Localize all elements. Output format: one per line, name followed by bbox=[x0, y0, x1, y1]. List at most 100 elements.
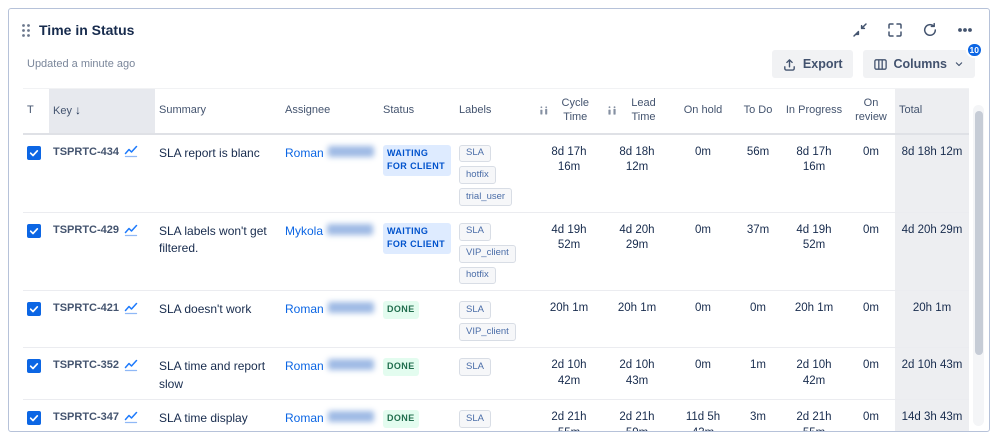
column-header-assignee[interactable]: Assignee bbox=[281, 88, 379, 135]
cell-lead-time: 2d 10h 43m bbox=[603, 347, 671, 401]
column-header-lead-time[interactable]: Lead Time bbox=[603, 88, 671, 135]
assignee-link[interactable]: Roman bbox=[285, 145, 324, 160]
cell-status: WAITING FOR CLIENT bbox=[379, 212, 455, 292]
labels-stack: SLA VIP_client bbox=[459, 301, 531, 341]
columns-count-badge: 10 bbox=[965, 42, 983, 58]
widget-title: Time in Status bbox=[39, 22, 135, 38]
cell-assignee: Roman bbox=[281, 399, 379, 431]
cell-on-hold: 0m bbox=[671, 347, 735, 401]
cell-status: DONE bbox=[379, 399, 455, 431]
columns-button[interactable]: Columns bbox=[862, 50, 975, 78]
label-chip[interactable]: SLA bbox=[459, 410, 491, 428]
cell-assignee: Roman bbox=[281, 290, 379, 348]
more-options-icon[interactable] bbox=[955, 20, 975, 40]
cell-assignee: Roman bbox=[281, 133, 379, 213]
issue-summary[interactable]: SLA time display issue bbox=[159, 411, 248, 431]
row-checkbox[interactable] bbox=[27, 302, 41, 317]
drag-handle-icon[interactable] bbox=[21, 23, 31, 38]
assignee-redacted bbox=[327, 223, 374, 235]
issue-key-link[interactable]: TSPRTC-352 bbox=[53, 359, 120, 371]
column-header-cycle-time[interactable]: Cycle Time bbox=[535, 88, 603, 135]
assignee-link[interactable]: Roman bbox=[285, 411, 324, 426]
column-header-summary[interactable]: Summary bbox=[155, 88, 281, 135]
label-chip[interactable]: hotfix bbox=[459, 166, 496, 185]
issue-summary[interactable]: SLA time and report slow bbox=[159, 359, 266, 391]
cell-in-progress: 2d 10h 42m bbox=[781, 347, 847, 401]
column-header-total[interactable]: Total bbox=[895, 88, 969, 135]
label-chip[interactable]: VIP_client bbox=[459, 323, 516, 341]
cell-to-do: 3m bbox=[735, 399, 781, 431]
assignee-link[interactable]: Mykola bbox=[285, 223, 324, 238]
chart-icon[interactable] bbox=[124, 224, 138, 237]
scrollbar-thumb[interactable] bbox=[974, 111, 983, 355]
issue-key-link[interactable]: TSPRTC-347 bbox=[53, 411, 120, 424]
table-row: TSPRTC-434 SLA report is blanc Roman WAI… bbox=[23, 133, 969, 213]
issue-summary[interactable]: SLA labels won't get filtered. bbox=[159, 223, 267, 256]
cell-labels: SLA hotfix trial_user bbox=[455, 133, 535, 213]
cell-select bbox=[23, 133, 49, 213]
label-chip[interactable]: trial_user bbox=[459, 188, 513, 206]
export-button[interactable]: Export bbox=[771, 50, 853, 78]
column-header-on-review[interactable]: On review bbox=[847, 88, 895, 135]
issue-key-link[interactable]: TSPRTC-421 bbox=[53, 302, 120, 315]
chart-icon[interactable] bbox=[124, 302, 138, 315]
check-icon bbox=[29, 306, 39, 313]
label-chip[interactable]: SLA bbox=[459, 301, 491, 320]
cell-cycle-time: 2d 10h 42m bbox=[535, 347, 603, 401]
column-header-on-hold[interactable]: On hold bbox=[671, 88, 735, 135]
status-lozenge: DONE bbox=[383, 301, 419, 319]
cell-on-review: 0m bbox=[847, 399, 895, 431]
cell-to-do: 0m bbox=[735, 290, 781, 348]
assignee-link[interactable]: Roman bbox=[285, 302, 324, 317]
cell-on-hold: 11d 5h 43m bbox=[671, 399, 735, 431]
column-header-in-progress[interactable]: In Progress bbox=[781, 88, 847, 135]
cell-on-review: 0m bbox=[847, 290, 895, 348]
labels-stack: SLA bbox=[459, 358, 531, 376]
bars-icon bbox=[608, 106, 616, 115]
column-header-status[interactable]: Status bbox=[379, 88, 455, 135]
bars-icon bbox=[540, 106, 548, 115]
cell-lead-time: 20h 1m bbox=[603, 290, 671, 348]
row-checkbox[interactable] bbox=[27, 145, 41, 160]
label-chip[interactable]: SLA bbox=[459, 358, 491, 376]
cell-status: WAITING FOR CLIENT bbox=[379, 133, 455, 213]
assignee-redacted bbox=[327, 411, 374, 423]
issue-key-link[interactable]: TSPRTC-429 bbox=[53, 223, 120, 236]
cell-select bbox=[23, 290, 49, 348]
cell-in-progress: 8d 17h 16m bbox=[781, 133, 847, 213]
table-row: TSPRTC-421 SLA doesn't work Roman DONE S… bbox=[23, 290, 969, 348]
chart-icon[interactable] bbox=[124, 411, 138, 424]
expand-fullscreen-icon[interactable] bbox=[885, 20, 905, 40]
row-checkbox[interactable] bbox=[27, 223, 41, 238]
labels-stack: SLA hotfix trial_user bbox=[459, 144, 531, 206]
vertical-scrollbar[interactable] bbox=[973, 105, 984, 426]
time-in-status-table: T Key ↓ Summary Assignee Status Labels Cy… bbox=[23, 88, 969, 431]
refresh-icon[interactable] bbox=[920, 20, 940, 40]
cell-summary: SLA doesn't work bbox=[155, 290, 281, 348]
label-chip[interactable]: VIP_client bbox=[459, 244, 516, 263]
column-header-key[interactable]: Key ↓ bbox=[49, 88, 155, 135]
status-lozenge: WAITING FOR CLIENT bbox=[383, 144, 451, 176]
widget-header: Time in Status bbox=[9, 9, 989, 42]
label-chip[interactable]: hotfix bbox=[459, 266, 496, 285]
issue-key-link[interactable]: TSPRTC-434 bbox=[53, 145, 120, 158]
column-header-labels[interactable]: Labels bbox=[455, 88, 535, 135]
chart-icon[interactable] bbox=[124, 359, 138, 372]
cell-on-review: 0m bbox=[847, 212, 895, 292]
issue-summary[interactable]: SLA doesn't work bbox=[159, 302, 252, 317]
chart-icon[interactable] bbox=[124, 145, 138, 158]
updated-text: Updated a minute ago bbox=[27, 58, 136, 70]
column-header-select[interactable]: T bbox=[23, 88, 49, 135]
cycle-time-label: Cycle Time bbox=[561, 97, 590, 123]
collapse-icon[interactable] bbox=[850, 20, 870, 40]
column-header-to-do[interactable]: To Do bbox=[735, 88, 781, 135]
cell-key: TSPRTC-421 bbox=[49, 290, 155, 348]
row-checkbox[interactable] bbox=[27, 359, 41, 373]
label-chip[interactable]: SLA bbox=[459, 144, 491, 163]
row-checkbox[interactable] bbox=[27, 411, 41, 426]
issue-summary[interactable]: SLA report is blanc bbox=[159, 145, 260, 160]
cell-lead-time: 8d 18h 12m bbox=[603, 133, 671, 213]
assignee-link[interactable]: Roman bbox=[285, 359, 324, 373]
label-chip[interactable]: SLA bbox=[459, 222, 491, 241]
chevron-down-icon bbox=[955, 62, 963, 67]
